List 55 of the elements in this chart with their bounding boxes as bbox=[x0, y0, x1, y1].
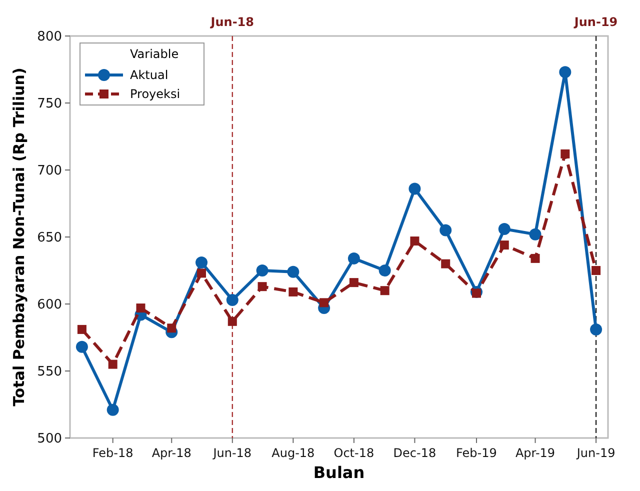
x-tick-label: Apr-19 bbox=[515, 446, 556, 460]
point bbox=[196, 256, 208, 268]
point bbox=[108, 360, 118, 369]
point bbox=[167, 324, 176, 333]
point bbox=[441, 259, 450, 268]
legend-title: Variable bbox=[130, 47, 179, 61]
point bbox=[500, 240, 509, 250]
x-tick-label: Dec-18 bbox=[393, 446, 436, 460]
point bbox=[76, 340, 88, 353]
point bbox=[498, 222, 510, 235]
point bbox=[320, 298, 329, 308]
point bbox=[472, 288, 481, 298]
y-tick-label: 500 bbox=[37, 432, 62, 447]
point bbox=[559, 66, 572, 78]
ref-line-label: Jun-18 bbox=[210, 15, 254, 29]
x-tick-label: Aug-18 bbox=[272, 446, 315, 460]
point bbox=[592, 266, 601, 275]
point bbox=[590, 323, 602, 336]
point bbox=[440, 224, 452, 236]
point bbox=[378, 264, 391, 276]
y-tick-label: 550 bbox=[37, 364, 62, 380]
x-tick-label: Apr-18 bbox=[152, 446, 192, 460]
point bbox=[349, 278, 358, 288]
point bbox=[410, 236, 420, 246]
point bbox=[530, 254, 540, 263]
y-tick-label: 650 bbox=[37, 230, 62, 246]
point bbox=[256, 264, 268, 276]
point bbox=[136, 304, 146, 313]
x-tick-label: Oct-18 bbox=[334, 446, 374, 460]
point bbox=[197, 268, 206, 278]
point bbox=[106, 404, 119, 416]
y-tick-label: 750 bbox=[37, 96, 62, 112]
x-tick-label: Jun-19 bbox=[576, 446, 616, 460]
x-tick-label: Feb-18 bbox=[92, 446, 134, 460]
point bbox=[529, 228, 542, 240]
y-axis-title: Total Pembayaran Non-Tunai (Rp Triliun) bbox=[10, 68, 28, 406]
point bbox=[560, 149, 570, 158]
x-tick-label: Jun-18 bbox=[212, 446, 252, 460]
point bbox=[348, 252, 360, 264]
point bbox=[288, 287, 298, 296]
y-tick-label: 800 bbox=[37, 30, 62, 45]
point bbox=[77, 324, 86, 334]
y-tick-label: 600 bbox=[37, 298, 62, 313]
point bbox=[228, 316, 237, 326]
point bbox=[258, 282, 267, 292]
legend-label: Aktual bbox=[130, 68, 168, 82]
point bbox=[226, 294, 238, 306]
x-axis-title: Bulan bbox=[313, 463, 365, 482]
y-tick-label: 700 bbox=[37, 164, 62, 179]
legend-label: Proyeksi bbox=[130, 87, 180, 102]
point bbox=[408, 182, 421, 195]
ref-line-label: Jun-19 bbox=[573, 15, 618, 29]
point bbox=[287, 266, 300, 278]
x-tick-label: Feb-19 bbox=[456, 446, 497, 460]
point bbox=[380, 286, 390, 296]
